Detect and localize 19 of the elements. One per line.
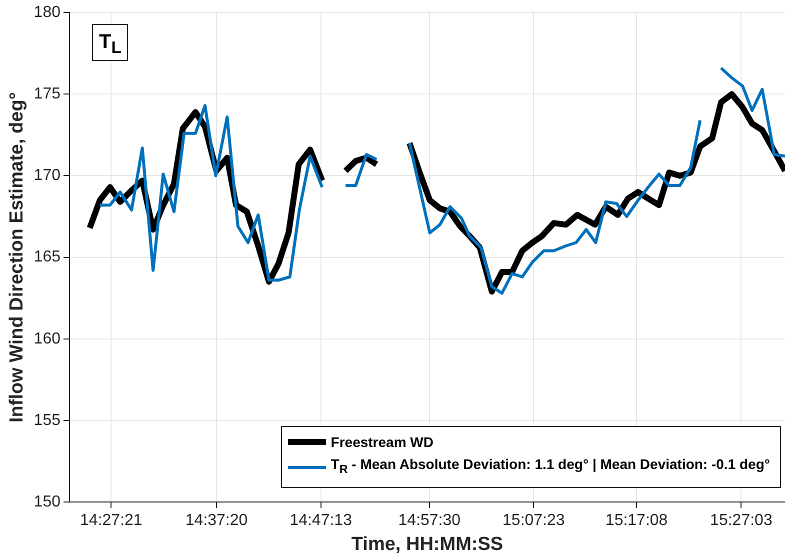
legend-label: Freestream WD	[330, 433, 434, 452]
x-tick-label: 15:07:23	[502, 512, 565, 530]
x-tick-label: 14:47:13	[290, 512, 352, 530]
y-tick-label: 165	[34, 248, 61, 266]
y-tick-label: 175	[34, 86, 61, 103]
annotation: T$_{L}$	[92, 24, 128, 61]
y-tick-label: 180	[34, 4, 61, 22]
y-tick-label: 155	[34, 412, 61, 429]
x-tick-label: 14:27:21	[80, 512, 142, 530]
x-axis-title: Time, HH:MM:SS	[351, 534, 504, 555]
x-tick-label: 14:37:20	[185, 512, 248, 530]
x-tick-label: 15:27:03	[710, 512, 772, 530]
x-tick-label: 14:57:30	[398, 512, 461, 530]
x-tick-label: 15:17:08	[605, 512, 668, 530]
y-tick-label: 160	[34, 330, 61, 348]
y-axis-title: Inflow Wind Direction Estimate, deg°	[6, 92, 28, 423]
legend-label: T$_{R}$ - Mean Absolute Deviation: 1.1 deg° | Mean Deviation: -0.1 deg°	[330, 455, 770, 478]
y-tick-label: 170	[34, 167, 61, 184]
y-tick-label: 150	[34, 493, 61, 510]
